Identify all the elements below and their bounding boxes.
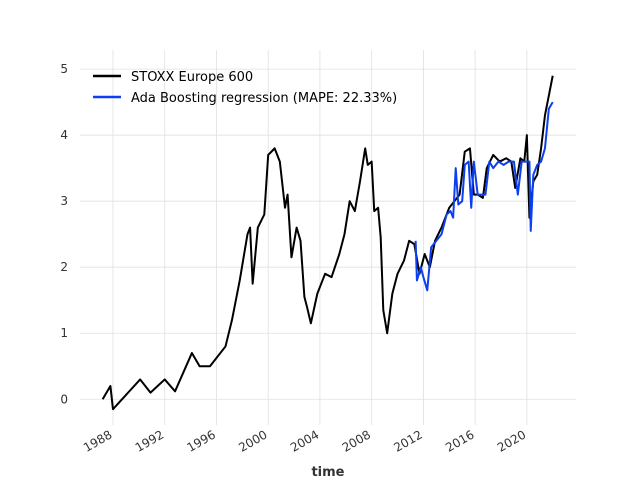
x-tick-label: 2004 <box>288 427 321 454</box>
legend-label: Ada Boosting regression (MAPE: 22.33%) <box>131 91 397 106</box>
x-tick-label: 2012 <box>391 427 424 454</box>
y-tick-label: 1 <box>60 326 68 340</box>
series-line <box>101 75 554 411</box>
legend-label: STOXX Europe 600 <box>131 70 253 85</box>
x-tick-label: 2020 <box>495 427 528 454</box>
series-line <box>414 101 554 292</box>
y-tick-label: 5 <box>60 62 68 76</box>
y-tick-label: 3 <box>60 194 68 208</box>
x-tick-label: 2016 <box>443 427 476 454</box>
x-axis-label: time <box>311 465 344 480</box>
y-tick-label: 4 <box>60 128 68 142</box>
x-tick-label: 1996 <box>184 427 217 454</box>
x-tick-label: 1992 <box>133 427 166 454</box>
x-tick-label: 1988 <box>81 427 114 454</box>
x-tick-label: 2000 <box>236 427 269 454</box>
y-tick-label: 0 <box>60 392 68 406</box>
x-tick-label: 2008 <box>340 427 373 454</box>
y-tick-label: 2 <box>60 260 68 274</box>
